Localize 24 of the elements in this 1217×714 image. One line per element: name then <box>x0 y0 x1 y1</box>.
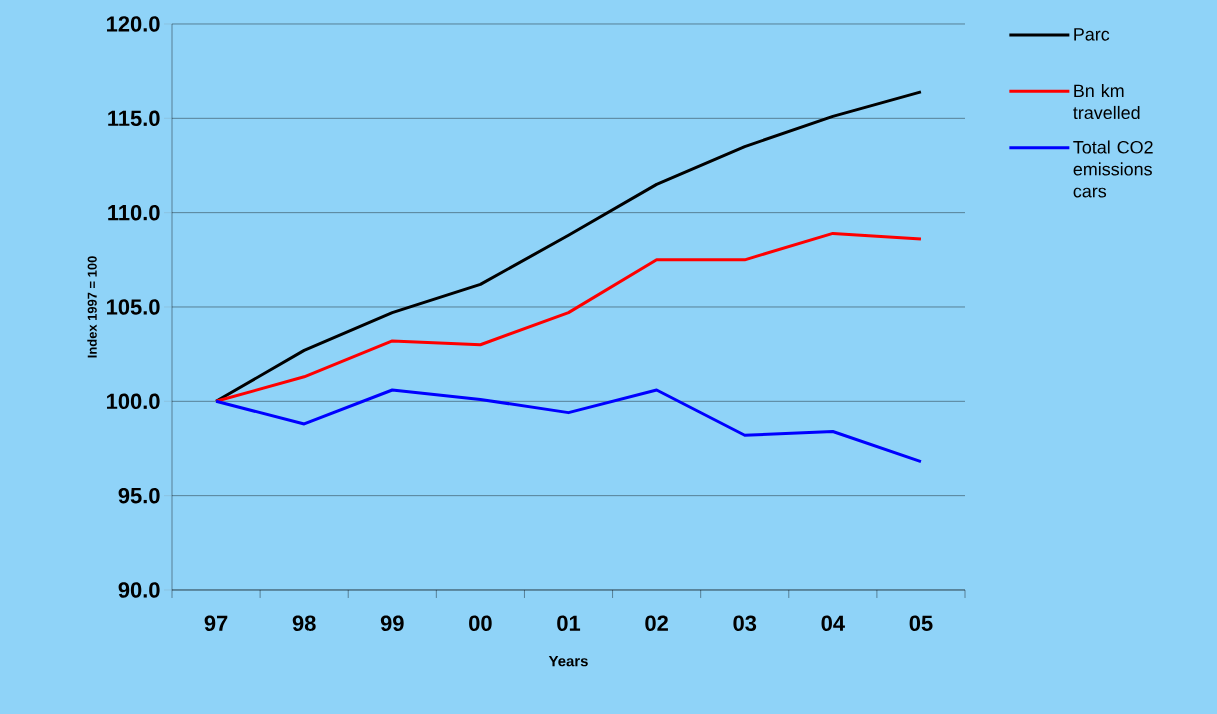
x-tick-label: 05 <box>909 615 933 632</box>
x-tick-label: 99 <box>380 615 404 632</box>
y-tick-label: 120.0 <box>107 16 160 32</box>
y-axis-title: Index 1997 = 100 <box>87 256 97 358</box>
x-axis-title: Years <box>548 655 588 667</box>
x-tick-label: 03 <box>733 615 757 632</box>
legend-label: Parc <box>1074 28 1110 41</box>
line-series <box>214 388 923 464</box>
x-tick-label: 98 <box>292 615 316 632</box>
x-tick-label: 04 <box>821 615 845 632</box>
x-tick-label: 00 <box>469 615 492 632</box>
x-tick-label: 02 <box>645 615 668 632</box>
legend-label: Total CO2 emissions cars <box>1073 140 1153 198</box>
y-tick-label: 95.0 <box>118 487 160 504</box>
y-tick-label: 105.0 <box>107 299 160 315</box>
x-tick-label: 97 <box>204 615 228 632</box>
y-tick-label: 90.0 <box>118 582 160 598</box>
y-tick-label: 110.0 <box>108 204 160 221</box>
line-series <box>214 90 923 403</box>
y-tick-label: 100.0 <box>107 393 160 410</box>
x-tick-label: 01 <box>557 615 581 632</box>
y-tick-label: 115.0 <box>108 110 160 127</box>
legend-label: Bn km travelled <box>1073 83 1140 120</box>
line-series <box>214 231 923 403</box>
